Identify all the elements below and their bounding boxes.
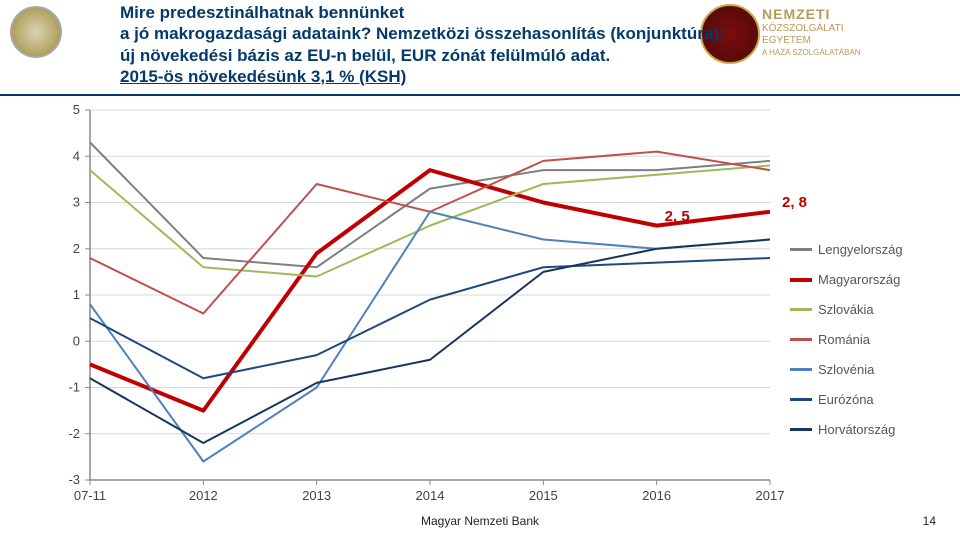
svg-text:2016: 2016 [642, 488, 671, 500]
legend-label: Horvátország [818, 422, 895, 437]
legend-swatch [790, 338, 812, 341]
legend-swatch [790, 248, 812, 251]
legend-label: Szlovákia [818, 302, 874, 317]
legend-item: Szlovénia [790, 362, 874, 377]
legend-item: Eurózóna [790, 392, 874, 407]
slide-title: Mire predesztinálhatnak bennünket a jó m… [120, 2, 820, 87]
header-rule [0, 94, 960, 96]
legend-label: Magyarország [818, 272, 900, 287]
legend-swatch [790, 308, 812, 311]
line-chart: -3 -2 -1 0 1 2 3 4 5 07-11 2012 2013 2014 2015 2016 201… [30, 100, 930, 500]
chart-svg: -3 -2 -1 0 1 2 3 4 5 07-11 2012 2013 2014 2015 2016 201… [30, 100, 930, 500]
title-line4: 2015-ös növekedésünk 3,1 % (KSH) [120, 67, 406, 86]
svg-text:2: 2 [73, 241, 80, 256]
svg-text:2015: 2015 [529, 488, 558, 500]
legend-item: Lengyelország [790, 242, 903, 257]
title-line2: a jó makrogazdasági adataink? Nemzetközi… [120, 24, 725, 43]
svg-text:4: 4 [73, 148, 80, 163]
title-line1: Mire predesztinálhatnak bennünket [120, 3, 404, 22]
legend-swatch [790, 398, 812, 401]
svg-text:-3: -3 [68, 472, 80, 487]
legend-label: Románia [818, 332, 870, 347]
legend-swatch [790, 278, 812, 282]
svg-text:2014: 2014 [416, 488, 445, 500]
legend-label: Eurózóna [818, 392, 874, 407]
svg-text:1: 1 [73, 287, 80, 302]
data-label: 2, 8 [782, 194, 807, 211]
title-line3: új növekedési bázis az EU-n belül, EUR z… [120, 46, 610, 65]
legend-item: Románia [790, 332, 870, 347]
legend-label: Szlovénia [818, 362, 874, 377]
legend-swatch [790, 368, 812, 371]
footer-source: Magyar Nemzeti Bank [0, 514, 960, 528]
svg-text:2013: 2013 [302, 488, 331, 500]
svg-text:5: 5 [73, 102, 80, 117]
svg-text:0: 0 [73, 333, 80, 348]
legend-item: Horvátország [790, 422, 895, 437]
svg-text:3: 3 [73, 195, 80, 210]
svg-text:-2: -2 [68, 426, 80, 441]
svg-text:2017: 2017 [756, 488, 785, 500]
svg-text:-1: -1 [68, 380, 80, 395]
slide-header: NEMZETI KÖZSZOLGÁLATI EGYETEM A HAZA SZO… [0, 0, 960, 92]
svg-text:07-11: 07-11 [74, 488, 106, 500]
legend-swatch [790, 428, 812, 431]
page-number: 14 [923, 514, 936, 528]
legend-item: Szlovákia [790, 302, 874, 317]
mnb-logo-icon [10, 6, 62, 58]
data-label: 2, 5 [665, 208, 690, 225]
legend-label: Lengyelország [818, 242, 903, 257]
legend-item: Magyarország [790, 272, 900, 287]
svg-text:2012: 2012 [189, 488, 218, 500]
